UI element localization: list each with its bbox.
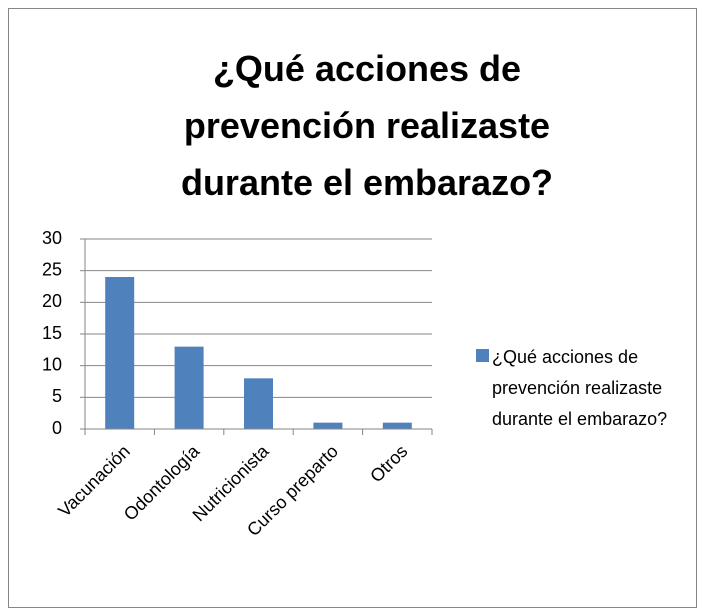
bar bbox=[313, 422, 343, 429]
y-tick-label: 20 bbox=[42, 291, 62, 311]
chart: 051015202530VacunaciónOdontologíaNutrici… bbox=[42, 228, 489, 540]
bar bbox=[244, 378, 273, 429]
bar bbox=[382, 422, 412, 429]
y-tick-label: 15 bbox=[42, 323, 62, 343]
y-tick-label: 30 bbox=[42, 228, 62, 248]
y-tick-label: 25 bbox=[42, 259, 62, 279]
bar bbox=[174, 346, 204, 429]
y-tick-label: 0 bbox=[52, 418, 62, 438]
chart-title: ¿Qué acciones de prevención realizaste d… bbox=[180, 48, 554, 203]
bar bbox=[105, 277, 135, 429]
x-tick-label: Otros bbox=[366, 441, 411, 486]
y-tick-label: 5 bbox=[52, 386, 62, 406]
legend-label: ¿Qué acciones de prevención realizaste d… bbox=[492, 347, 668, 429]
legend-swatch bbox=[476, 349, 489, 362]
y-tick-label: 10 bbox=[42, 354, 62, 374]
